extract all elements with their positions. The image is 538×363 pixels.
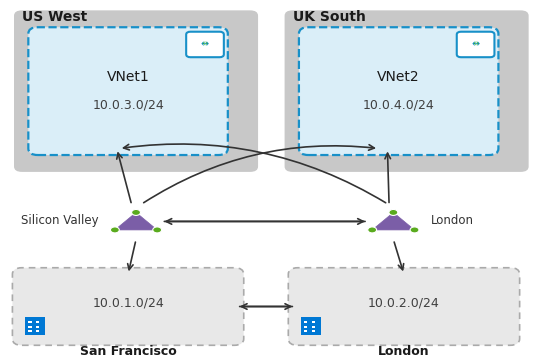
Polygon shape (372, 212, 414, 230)
Bar (312, 326, 315, 328)
FancyBboxPatch shape (299, 27, 498, 155)
Circle shape (389, 209, 398, 215)
Bar (29, 321, 32, 323)
Bar (36, 326, 39, 328)
Circle shape (153, 227, 161, 233)
Text: 10.0.1.0/24: 10.0.1.0/24 (92, 297, 164, 309)
Text: 10.0.4.0/24: 10.0.4.0/24 (363, 99, 435, 112)
Bar (312, 321, 315, 323)
Bar (29, 330, 32, 333)
Text: VNet1: VNet1 (107, 70, 150, 84)
Text: UK South: UK South (293, 11, 365, 24)
Text: San Francisco: San Francisco (80, 345, 176, 358)
FancyBboxPatch shape (25, 317, 45, 335)
FancyBboxPatch shape (457, 32, 494, 57)
FancyBboxPatch shape (12, 268, 244, 345)
Text: ‹›: ‹› (472, 40, 479, 49)
Bar (36, 321, 39, 323)
Text: London: London (430, 214, 473, 227)
Bar (29, 326, 32, 328)
FancyBboxPatch shape (285, 11, 529, 172)
Text: US West: US West (22, 11, 87, 24)
Text: ↔: ↔ (471, 40, 480, 49)
Circle shape (410, 227, 419, 233)
Circle shape (368, 227, 377, 233)
Text: 10.0.2.0/24: 10.0.2.0/24 (368, 297, 440, 309)
Bar (304, 330, 307, 333)
Bar (312, 330, 315, 333)
Text: VNet2: VNet2 (377, 70, 420, 84)
FancyBboxPatch shape (14, 11, 258, 172)
FancyBboxPatch shape (301, 317, 321, 335)
Text: 10.0.3.0/24: 10.0.3.0/24 (92, 99, 164, 112)
Bar (36, 330, 39, 333)
Bar (304, 321, 307, 323)
FancyBboxPatch shape (29, 27, 228, 155)
FancyBboxPatch shape (186, 32, 224, 57)
Text: London: London (378, 345, 430, 358)
Circle shape (132, 209, 140, 215)
Text: ‹›: ‹› (201, 40, 209, 49)
Text: Silicon Valley: Silicon Valley (22, 214, 99, 227)
Circle shape (110, 227, 119, 233)
FancyBboxPatch shape (288, 268, 520, 345)
Text: ↔: ↔ (201, 40, 209, 49)
Bar (304, 326, 307, 328)
Polygon shape (115, 212, 157, 230)
